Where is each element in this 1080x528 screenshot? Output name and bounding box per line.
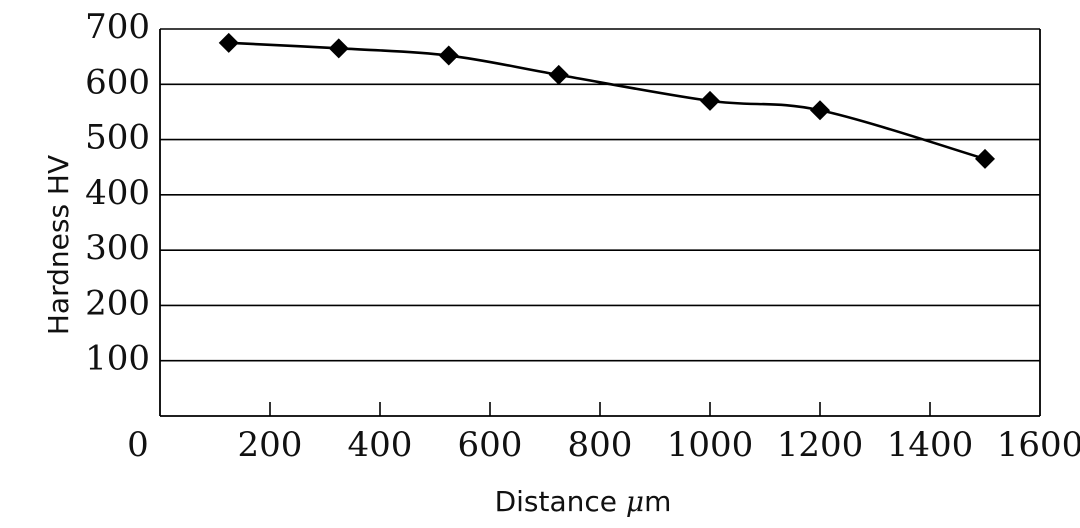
y-axis-title: Hardness HV (42, 155, 75, 335)
data-point-725 (548, 64, 569, 85)
x-tick-label-200: 200 (238, 425, 303, 465)
y-tick-label-300: 300 (85, 228, 150, 268)
tick-labels: 100 200 300 400 500 600 700 0 200 400 600 800 1000 12… (85, 7, 1080, 465)
series-line-0 (228, 41, 986, 161)
x-axis-title: Distance μm (495, 485, 672, 518)
x-axis-title-unit: m (644, 485, 671, 518)
grid-lines (160, 28, 1040, 362)
y-tick-label-200: 200 (85, 283, 150, 323)
x-tick-label-1400: 1400 (887, 425, 974, 465)
data-point-325 (328, 38, 349, 59)
x-tick-label-600: 600 (458, 425, 523, 465)
axes (159, 29, 1041, 417)
y-tick-label-100: 100 (85, 339, 150, 379)
data-point-125 (218, 32, 239, 53)
x-axis-title-main: Distance (495, 485, 626, 518)
y-tick-label-400: 400 (85, 173, 150, 213)
data-point-1200 (810, 100, 830, 121)
x-tick-label-800: 800 (568, 425, 633, 465)
x-tick-label-1200: 1200 (777, 425, 864, 465)
data-point-525 (438, 45, 459, 66)
x-tick-label-1600: 1600 (997, 425, 1080, 465)
x-tick-label-400: 400 (348, 425, 413, 465)
data-point-1500 (975, 148, 995, 169)
x-axis-title-mu: μ (626, 485, 644, 518)
series (218, 32, 995, 169)
x-tick-label-0: 0 (127, 425, 149, 465)
data-point-1000 (700, 90, 720, 111)
y-tick-label-500: 500 (85, 118, 150, 158)
y-tick-label-600: 600 (85, 62, 150, 102)
y-tick-label-700: 700 (85, 7, 150, 47)
x-tick-label-1000: 1000 (667, 425, 754, 465)
